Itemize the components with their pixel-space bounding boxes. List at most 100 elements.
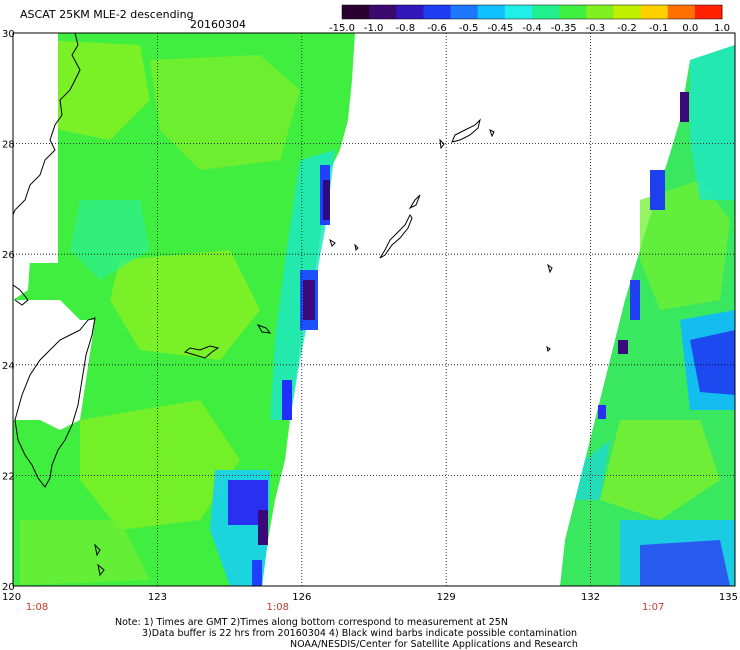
colorbar-label: -0.1 bbox=[649, 23, 669, 34]
colorbar-label: 1.0 bbox=[714, 23, 730, 34]
colorbar-segment bbox=[477, 5, 506, 19]
swath-west-strip bbox=[323, 180, 330, 220]
y-tick-label: 28 bbox=[2, 140, 15, 151]
swath-east-strip bbox=[575, 440, 610, 500]
colorbar-frame bbox=[341, 4, 723, 20]
note-line-1: Note: 1) Times are GMT 2)Times along bot… bbox=[115, 617, 508, 628]
note-line-2: 3)Data buffer is 22 hrs from 20160304 4)… bbox=[142, 628, 578, 639]
coastline-taiwan bbox=[14, 317, 96, 488]
colorbar-label: 0.0 bbox=[682, 23, 698, 34]
colorbar-segment bbox=[694, 5, 723, 19]
land-mask-coast bbox=[13, 260, 30, 300]
y-tick-label: 26 bbox=[2, 250, 15, 261]
island-small-8 bbox=[354, 243, 359, 252]
swath-west-patch bbox=[70, 200, 150, 280]
x-tick-label: 120 bbox=[2, 592, 21, 603]
colorbar-segment bbox=[369, 5, 397, 19]
colorbar-label: -0.4 bbox=[522, 23, 542, 34]
island-yaeyama bbox=[183, 345, 220, 359]
y-axis-labels: 30 28 26 24 22 20 bbox=[2, 29, 15, 593]
island-small-2 bbox=[489, 129, 495, 138]
time-label: 1:07 bbox=[642, 602, 664, 613]
swath-east-patch bbox=[640, 180, 730, 310]
plot-frame bbox=[12, 32, 736, 587]
swath-west-patch bbox=[110, 250, 260, 360]
map-date: 20160304 bbox=[190, 18, 246, 31]
colorbar-label: -0.35 bbox=[551, 23, 577, 34]
swath-east-patch bbox=[640, 540, 730, 586]
time-label: 1:08 bbox=[26, 602, 48, 613]
x-tick-label: 123 bbox=[148, 592, 167, 603]
swath-east-patch bbox=[690, 330, 735, 395]
coastline-china bbox=[12, 32, 81, 216]
colorbar-labels: -15.0 -1.0 -0.8 -0.6 -0.5 -0.45 -0.4 -0.35 -0.3-… bbox=[329, 23, 730, 34]
swath-west-strip bbox=[258, 510, 268, 545]
x-tick-label: 126 bbox=[292, 592, 311, 603]
x-tick-label: 129 bbox=[437, 592, 456, 603]
island-small-5 bbox=[94, 543, 101, 557]
land-mask-coast bbox=[13, 33, 58, 263]
island-small-1 bbox=[439, 138, 445, 150]
island-miyako bbox=[256, 324, 272, 334]
colorbar-segment bbox=[396, 5, 424, 19]
y-tick-label: 22 bbox=[2, 471, 15, 482]
swath-west-patch bbox=[80, 400, 240, 530]
island-tanegashima bbox=[451, 118, 481, 143]
colorbar-label: -0.45 bbox=[487, 23, 513, 34]
y-tick-label: 30 bbox=[2, 29, 15, 40]
swath-east-strip bbox=[618, 340, 628, 354]
swath-east-strip bbox=[650, 170, 665, 210]
colorbar-label: -1.0 bbox=[364, 23, 384, 34]
coastlines bbox=[12, 32, 553, 577]
coastline-china-south bbox=[12, 284, 29, 306]
colorbar-segment bbox=[532, 5, 560, 19]
x-tick-label: 135 bbox=[719, 592, 738, 603]
grid bbox=[13, 33, 735, 586]
colorbar-label: -0.6 bbox=[427, 23, 447, 34]
colorbar-segment bbox=[504, 5, 533, 19]
swath-west-strip bbox=[303, 280, 315, 320]
map-title: ASCAT 25KM MLE-2 descending bbox=[20, 8, 194, 21]
swath-east-strip bbox=[598, 405, 606, 419]
island-small-3 bbox=[547, 263, 553, 274]
colorbar bbox=[341, 4, 723, 20]
colorbar-segment bbox=[640, 5, 669, 19]
plot-area bbox=[12, 32, 736, 587]
x-axis-labels: 120 123 126 129 132 135 bbox=[2, 592, 738, 603]
colorbar-segment bbox=[423, 5, 452, 19]
swath-west-patch bbox=[20, 520, 150, 585]
swath-west bbox=[13, 33, 355, 586]
swath-east-strip bbox=[630, 280, 640, 320]
island-small-6 bbox=[97, 563, 105, 577]
swath-east-patch bbox=[600, 420, 720, 520]
colorbar-label: -0.3 bbox=[586, 23, 606, 34]
swath-west-patch bbox=[30, 40, 150, 140]
island-small-4 bbox=[546, 345, 551, 352]
island-small-7 bbox=[329, 238, 336, 247]
swath-east-patch bbox=[690, 45, 735, 200]
colorbar-label: -0.8 bbox=[396, 23, 416, 34]
colorbar-segment bbox=[613, 5, 642, 19]
colorbar-label: -0.5 bbox=[459, 23, 479, 34]
colorbar-segment bbox=[559, 5, 587, 19]
y-tick-label: 20 bbox=[2, 582, 15, 593]
swath-east-strip bbox=[680, 92, 689, 122]
colorbar-label: -15.0 bbox=[329, 23, 355, 34]
x-tick-label: 132 bbox=[581, 592, 600, 603]
time-labels: 1:08 1:08 1:07 bbox=[26, 602, 665, 613]
colorbar-label: -0.2 bbox=[617, 23, 637, 34]
time-label: 1:08 bbox=[266, 602, 288, 613]
colorbar-segment bbox=[450, 5, 479, 19]
swath-west-patch bbox=[150, 55, 300, 170]
island-amami bbox=[408, 194, 421, 210]
colorbar-segment bbox=[342, 5, 370, 19]
swath-west-strip bbox=[252, 560, 262, 586]
swath-west-strip bbox=[282, 380, 292, 420]
colorbar-segment bbox=[586, 5, 614, 19]
colorbar-segment bbox=[667, 5, 696, 19]
note-line-3: NOAA/NESDIS/Center for Satellite Applica… bbox=[290, 639, 578, 650]
island-okinawa bbox=[379, 214, 413, 259]
y-tick-label: 24 bbox=[2, 361, 15, 372]
swath-east bbox=[560, 45, 735, 586]
